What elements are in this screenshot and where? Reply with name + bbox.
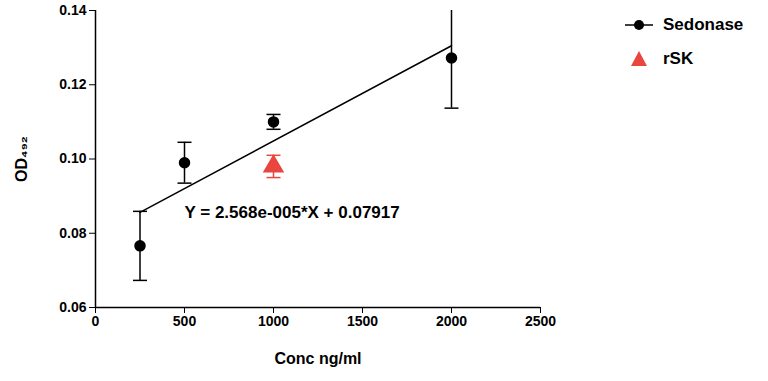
svg-text:2000: 2000 <box>436 313 467 329</box>
svg-text:1000: 1000 <box>258 313 289 329</box>
svg-text:OD₄₉₂: OD₄₉₂ <box>13 136 30 182</box>
svg-text:1500: 1500 <box>347 313 378 329</box>
svg-text:0.08: 0.08 <box>59 225 86 241</box>
svg-text:0.10: 0.10 <box>59 150 86 166</box>
html-text:rSK: rSK <box>663 49 694 68</box>
svg-text:2500: 2500 <box>525 313 556 329</box>
svg-text:500: 500 <box>173 313 197 329</box>
svg-text:Y = 2.568e-005*X + 0.07917: Y = 2.568e-005*X + 0.07917 <box>185 203 400 222</box>
svg-text:Conc ng/ml: Conc ng/ml <box>274 350 361 367</box>
svg-text:0.14: 0.14 <box>59 2 86 18</box>
svg-text:0.06: 0.06 <box>59 299 86 315</box>
html-text:Sedonase: Sedonase <box>663 15 744 34</box>
svg-text:0.12: 0.12 <box>59 76 86 92</box>
svg-text:0: 0 <box>92 313 100 329</box>
